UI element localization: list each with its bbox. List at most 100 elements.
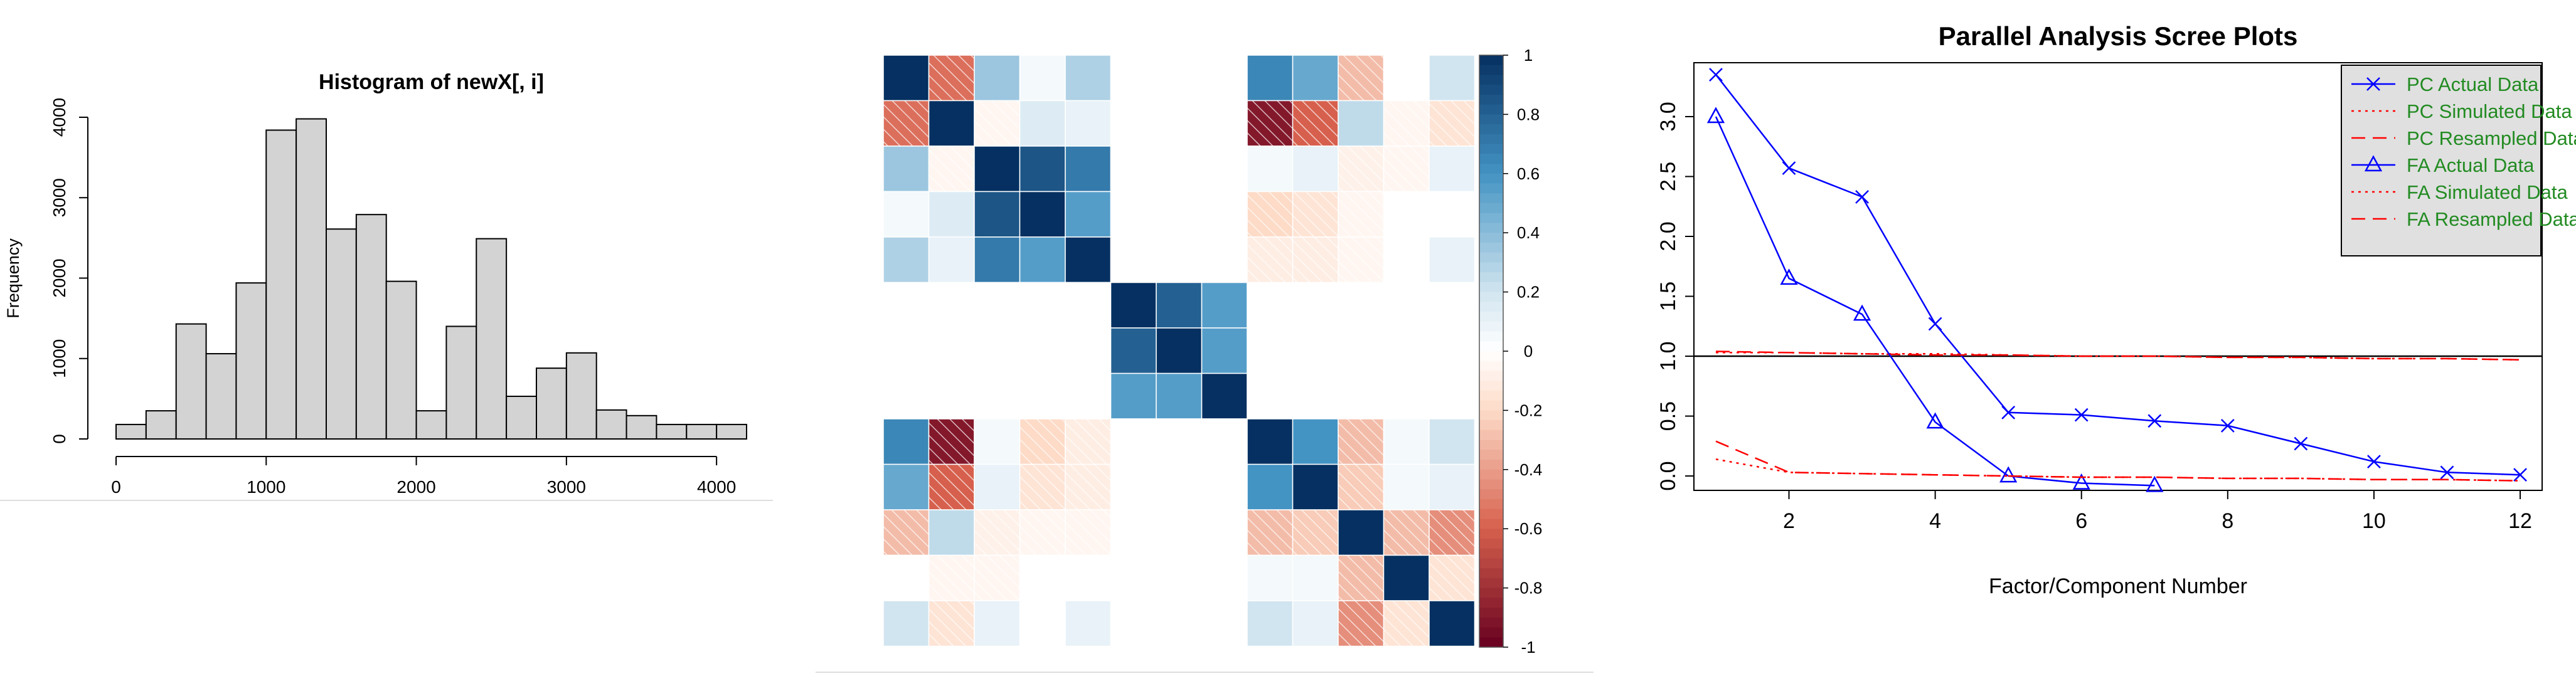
heatmap-cell	[974, 55, 1021, 102]
heatmap-cell-hatch	[1065, 510, 1111, 556]
histogram-bar	[145, 410, 177, 440]
heatmap-cell-hatch	[1292, 100, 1338, 146]
heatmap-cell	[1065, 327, 1112, 374]
histogram-bar	[265, 129, 297, 440]
y-tick-label: 1000	[50, 339, 69, 378]
data-point	[2294, 436, 2308, 451]
legend-label: PC Simulated Data	[2407, 100, 2572, 122]
colorbar-segment	[1479, 627, 1503, 638]
heatmap-cell-hatch	[1019, 464, 1065, 510]
histogram-bar	[326, 228, 357, 440]
colorbar-segment	[1479, 450, 1503, 460]
legend-marker	[2364, 155, 2383, 172]
heatmap-cell	[1065, 236, 1112, 283]
legend-label: FA Simulated Data	[2407, 181, 2568, 203]
y-tick-label: 2.5	[1656, 162, 1680, 191]
heatmap-cell-hatch	[974, 555, 1020, 601]
x-tick-label: 10	[2362, 509, 2386, 533]
heatmap-cell-hatch	[1383, 146, 1429, 192]
heatmap-cell-hatch	[1292, 237, 1338, 283]
colorbar-segment	[1479, 469, 1503, 480]
data-point	[1926, 412, 1944, 429]
heatmap-cell	[1429, 463, 1476, 510]
colorbar-tick-label: 0.8	[1517, 105, 1540, 124]
heatmap-cell	[1201, 282, 1248, 329]
x-axis-label: Factor/Component Number	[1989, 574, 2247, 598]
colorbar-segment	[1479, 242, 1503, 253]
heatmap-cell	[1338, 282, 1385, 329]
heatmap-cell	[1338, 327, 1385, 374]
data-point	[1709, 68, 1723, 82]
data-point	[2220, 418, 2235, 433]
heatmap-cell-hatch	[929, 601, 974, 647]
colorbar-segment	[1479, 519, 1503, 529]
x-tick-label: 8	[2222, 509, 2233, 533]
y-tick-label: 3.0	[1656, 102, 1680, 131]
heatmap-cell	[974, 418, 1021, 465]
heatmap-cell-hatch	[1338, 601, 1384, 647]
heatmap-cell	[1156, 418, 1203, 465]
heatmap-cell	[1383, 463, 1430, 510]
colorbar-segment	[1479, 213, 1503, 224]
colorbar-tick-label: 1	[1524, 46, 1533, 65]
heatmap-cell-hatch	[1247, 510, 1293, 556]
heatmap-cell-hatch	[1429, 510, 1475, 556]
histogram-bar	[625, 414, 657, 440]
heatmap-cell	[1110, 191, 1157, 238]
y-tick-label: 0.0	[1656, 461, 1680, 490]
heatmap-cell	[1156, 282, 1203, 329]
colorbar-segment	[1479, 637, 1503, 648]
heatmap-cell	[883, 554, 930, 601]
series-line	[1715, 116, 2155, 487]
data-point	[1780, 268, 1798, 285]
colorbar-segment	[1479, 144, 1503, 154]
heatmap-cell	[974, 145, 1021, 193]
heatmap-cell	[1156, 236, 1203, 283]
heatmap-cell	[1338, 372, 1385, 420]
heatmap-cell	[1201, 554, 1248, 601]
heatmap-cell-hatch	[1338, 55, 1384, 101]
data-point	[2513, 468, 2527, 482]
colorbar-segment	[1479, 430, 1503, 441]
heatmap-cell	[1110, 418, 1157, 465]
colorbar-segment	[1479, 499, 1503, 510]
colorbar-segment	[1479, 183, 1503, 194]
colorbar-segment	[1479, 608, 1503, 618]
heatmap-cell	[928, 282, 975, 329]
heatmap-cell-hatch	[883, 510, 929, 556]
heatmap-cell	[1201, 600, 1248, 647]
heatmap-cell-hatch	[1338, 419, 1384, 465]
legend-label: FA Actual Data	[2407, 154, 2535, 176]
heatmap-cell	[1429, 191, 1476, 238]
heatmap-cell	[1065, 372, 1112, 420]
x-tick-label: 12	[2508, 509, 2532, 533]
series-line	[1715, 458, 2521, 482]
histogram-bar	[445, 325, 477, 440]
histogram-bar	[716, 423, 747, 440]
colorbar-segment	[1479, 85, 1503, 95]
heatmap-cell-hatch	[929, 419, 974, 465]
x-tick-label: 2	[1783, 509, 1795, 533]
colorbar-segment	[1479, 460, 1503, 470]
colorbar-segment	[1479, 568, 1503, 579]
colorbar-segment	[1479, 233, 1503, 243]
heatmap-cell	[1156, 100, 1203, 147]
heatmap-cell-hatch	[1338, 191, 1384, 237]
y-tick-label: 4000	[50, 98, 69, 137]
heatmap-cell	[1429, 600, 1476, 647]
heatmap-cell	[1110, 100, 1157, 147]
x-tick-label: 3000	[547, 477, 586, 497]
colorbar-segment	[1479, 420, 1503, 431]
data-point	[2001, 405, 2016, 420]
heatmap-cell-hatch	[1383, 510, 1429, 556]
colorbar-segment	[1479, 440, 1503, 450]
heatmap-cell	[1110, 282, 1157, 329]
heatmap-cell-hatch	[1247, 237, 1293, 283]
heatmap-cell	[1156, 372, 1203, 420]
colorbar-segment	[1479, 400, 1503, 411]
series-line	[1715, 74, 2521, 476]
colorbar-segment	[1479, 371, 1503, 381]
histogram-bar	[385, 280, 417, 440]
y-tick-label: 2.0	[1656, 221, 1680, 251]
histogram-bar	[656, 423, 688, 440]
